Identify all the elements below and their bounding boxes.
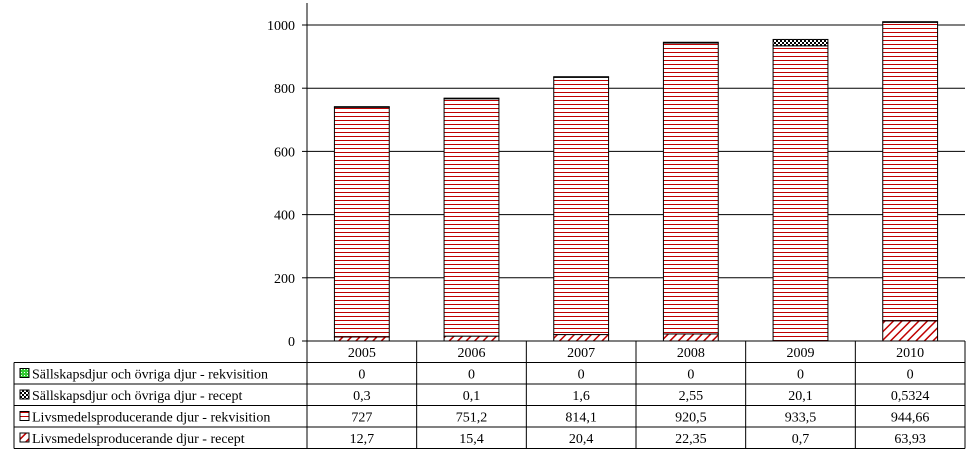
data-label: 0,5324 (891, 389, 930, 404)
data-label: 2,55 (679, 389, 704, 404)
y-tick-label: 200 (274, 272, 295, 287)
data-label: 933,5 (785, 411, 817, 426)
bar-segment (333, 106, 390, 108)
bar-segment (553, 334, 610, 342)
legend-label: Sällskapsdjur och övriga djur - recept (32, 389, 242, 404)
bar-segment (882, 21, 939, 322)
y-tick-label: 400 (274, 209, 295, 224)
x-category-label: 2008 (677, 346, 705, 361)
bar-segment (882, 320, 939, 342)
x-category-label: 2006 (458, 346, 486, 361)
data-label: 920,5 (675, 411, 707, 426)
x-category-label: 2007 (567, 346, 595, 361)
x-category-label: 2005 (348, 346, 376, 361)
bar-segment (662, 41, 719, 44)
bar-segment (772, 45, 829, 342)
bar-segment (443, 335, 500, 342)
data-label: 0 (687, 368, 694, 383)
bars (333, 21, 939, 342)
legend-swatch (19, 411, 30, 421)
legend-label: Sällskapsdjur och övriga djur - rekvisit… (32, 368, 268, 383)
data-label: 12,7 (350, 432, 375, 447)
data-label: 22,35 (675, 432, 707, 447)
bar-segment (772, 38, 829, 47)
legend-swatch (19, 368, 30, 378)
data-label: 0,7 (792, 432, 810, 447)
data-label: 727 (351, 411, 372, 426)
data-label: 15,4 (459, 432, 484, 447)
bar-segment (662, 333, 719, 342)
y-tick-label: 600 (274, 145, 295, 160)
bar-segment (882, 21, 939, 23)
data-label: 0 (797, 368, 804, 383)
y-axis: 0 200 400 600 800 1000 (267, 3, 308, 350)
data-label: 0 (578, 368, 585, 383)
y-tick-label: 0 (288, 335, 295, 350)
data-label: 944,66 (891, 411, 930, 426)
data-label: 0 (907, 368, 914, 383)
data-label: 0,1 (463, 389, 481, 404)
legend-swatch (19, 432, 30, 443)
bar-segment (553, 76, 610, 78)
x-category-label: 2010 (896, 346, 924, 361)
bar-segment (333, 336, 390, 342)
data-table: 2005 2006 2007 2008 2009 2010 Sällskapsdjur oc… (13, 340, 966, 449)
data-label: 1,6 (572, 389, 590, 404)
x-category-label: 2009 (787, 346, 815, 361)
data-label: 20,1 (788, 389, 813, 404)
y-tick-label: 1000 (267, 19, 295, 34)
data-label: 814,1 (565, 411, 597, 426)
legend-label: Livsmedelsproducerande djur - recept (32, 432, 245, 447)
data-label: 63,93 (894, 432, 926, 447)
bar-segment (553, 76, 610, 336)
bar-segment (443, 98, 500, 337)
data-label: 0,3 (353, 389, 371, 404)
y-tick-label: 800 (274, 82, 295, 97)
data-label: 0 (358, 368, 365, 383)
legend-swatch (19, 389, 30, 400)
bar-segment (333, 106, 390, 338)
bar-segment (443, 97, 500, 100)
bar-segment (662, 42, 719, 335)
gridlines (307, 24, 965, 342)
data-label: 20,4 (569, 432, 594, 447)
data-label: 0 (468, 368, 475, 383)
data-label: 751,2 (456, 411, 488, 426)
legend-label: Livsmedelsproducerande djur - rekvisitio… (32, 411, 270, 426)
